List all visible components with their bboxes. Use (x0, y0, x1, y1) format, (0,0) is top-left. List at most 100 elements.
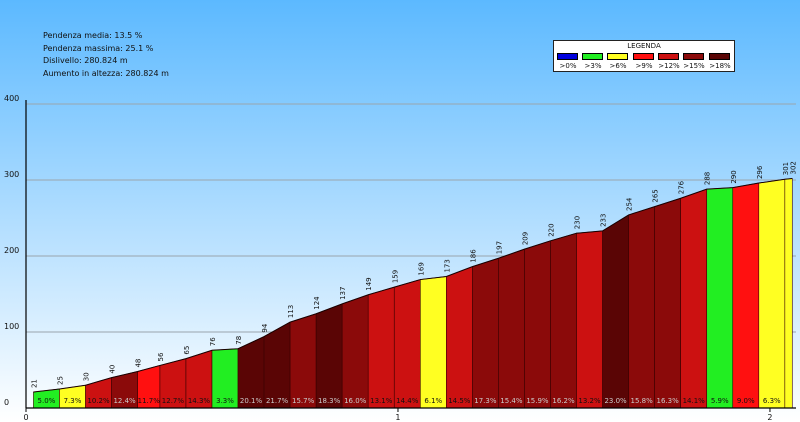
y-tick-label: 200 (4, 246, 19, 255)
profile-segment (550, 232, 577, 409)
elevation-label: 233 (600, 214, 608, 227)
y-tick-label: 300 (4, 170, 19, 179)
profile-segment (654, 197, 681, 409)
grade-label: 12.7% (162, 397, 185, 405)
grade-label: 15.9% (526, 397, 549, 405)
legend-title: LEGENDA (627, 42, 661, 50)
profile-segment (576, 230, 603, 409)
grade-label: 13.2% (578, 397, 601, 405)
elevation-label: 197 (495, 241, 503, 254)
profile-segment (341, 294, 369, 409)
elevation-label: 137 (339, 287, 347, 300)
grade-label: 18.3% (318, 397, 341, 405)
profile-segment (263, 321, 291, 409)
legend-swatch-0 (557, 53, 578, 60)
legend-label-0: >0% (559, 62, 577, 70)
legend-label-2: >6% (609, 62, 627, 70)
elevation-label: 78 (235, 336, 243, 345)
profile-segment (393, 279, 421, 409)
grade-label: 16.0% (344, 397, 367, 405)
profile-segment (628, 206, 655, 409)
grade-label: 12.4% (113, 397, 136, 405)
elevation-label: 25 (56, 376, 64, 385)
legend-swatch-2 (607, 53, 628, 60)
elevation-drop-text: Dislivello: 280.824 m (43, 56, 128, 66)
profile-segment (472, 257, 499, 409)
profile-segment (420, 276, 447, 409)
grade-label: 13.1% (370, 397, 393, 405)
elevation-label: 124 (313, 296, 321, 310)
elevation-gain-text: Aumento in altezza: 280.824 m (43, 68, 169, 78)
legend-swatch-6 (709, 53, 730, 60)
y-tick-label: 100 (4, 322, 19, 331)
legend-label-3: >9% (635, 62, 653, 70)
elevation-label: 76 (209, 337, 217, 346)
profile-outline (33, 177, 793, 393)
grade-label: 23.0% (604, 397, 627, 405)
max-grade-text: Pendenza massima: 25.1 % (43, 43, 154, 53)
elevation-label: 65 (183, 346, 191, 355)
grade-label: 21.7% (266, 397, 289, 405)
profile-segment (524, 240, 551, 409)
grade-label: 6.3% (763, 397, 781, 405)
grade-label: 5.9% (711, 397, 729, 405)
legend-swatch-3 (633, 53, 654, 60)
profile-segment (315, 303, 343, 409)
grade-label: 17.3% (474, 397, 497, 405)
elevation-label: 159 (391, 270, 399, 283)
elevation-label: 173 (443, 259, 451, 272)
legend-label-1: >3% (584, 62, 602, 70)
elevation-label: 265 (652, 189, 660, 202)
grade-label: 5.0% (38, 397, 56, 405)
y-tick-label: 0 (4, 398, 9, 407)
elevation-label: 302 (789, 161, 797, 174)
legend-swatch-4 (658, 53, 679, 60)
grade-label: 15.8% (631, 397, 654, 405)
elevation-label: 288 (704, 172, 712, 185)
average-grade-text: Pendenza media: 13.5 % (43, 31, 143, 40)
y-tick-label: 400 (4, 94, 19, 103)
x-tick-label: 0 (23, 413, 28, 422)
profile-segment (498, 248, 525, 409)
elevation-label: 113 (287, 305, 295, 318)
grade-label: 6.1% (424, 397, 442, 405)
elevation-label: 276 (678, 180, 686, 194)
profile-segment (784, 178, 793, 409)
elevation-label: 290 (730, 170, 738, 183)
profile-segment (680, 188, 708, 409)
grade-label: 7.3% (64, 397, 82, 405)
elevation-label: 94 (261, 323, 269, 332)
elevation-label: 230 (574, 216, 582, 229)
profile-segment (732, 182, 760, 409)
grade-label: 20.1% (240, 397, 263, 405)
elevation-label: 186 (469, 249, 477, 263)
profile-segment (446, 266, 473, 409)
elevation-label: 301 (782, 162, 790, 175)
elevation-label: 40 (109, 365, 117, 374)
elevation-label: 209 (521, 232, 529, 245)
grade-label: 15.7% (292, 397, 315, 405)
legend-box: LEGENDA >0% >3% >6% >9% >12% >15% >18% (553, 40, 735, 72)
profile-segment (367, 286, 395, 409)
x-tick-label: 1 (395, 413, 400, 422)
grade-label: 14.5% (448, 397, 471, 405)
elevation-label: 149 (365, 277, 373, 290)
legend-label-4: >12% (658, 62, 680, 70)
elevation-label: 169 (417, 262, 425, 275)
elevation-label: 30 (83, 372, 91, 381)
grade-label: 14.3% (188, 397, 211, 405)
grade-label: 14.4% (396, 397, 419, 405)
elevation-label: 296 (756, 165, 764, 179)
legend-swatch-5 (683, 53, 704, 60)
grade-label: 3.3% (216, 397, 234, 405)
grade-label: 9.0% (737, 397, 755, 405)
profile-segment (758, 178, 786, 409)
elevation-label: 220 (547, 223, 555, 236)
profile-segment (602, 214, 629, 409)
stats-panel: Pendenza media: 13.5 % Pendenza massima:… (43, 30, 169, 80)
grade-label: 16.3% (657, 397, 680, 405)
legend-label-6: >18% (709, 62, 731, 70)
profile-segment (289, 313, 317, 409)
